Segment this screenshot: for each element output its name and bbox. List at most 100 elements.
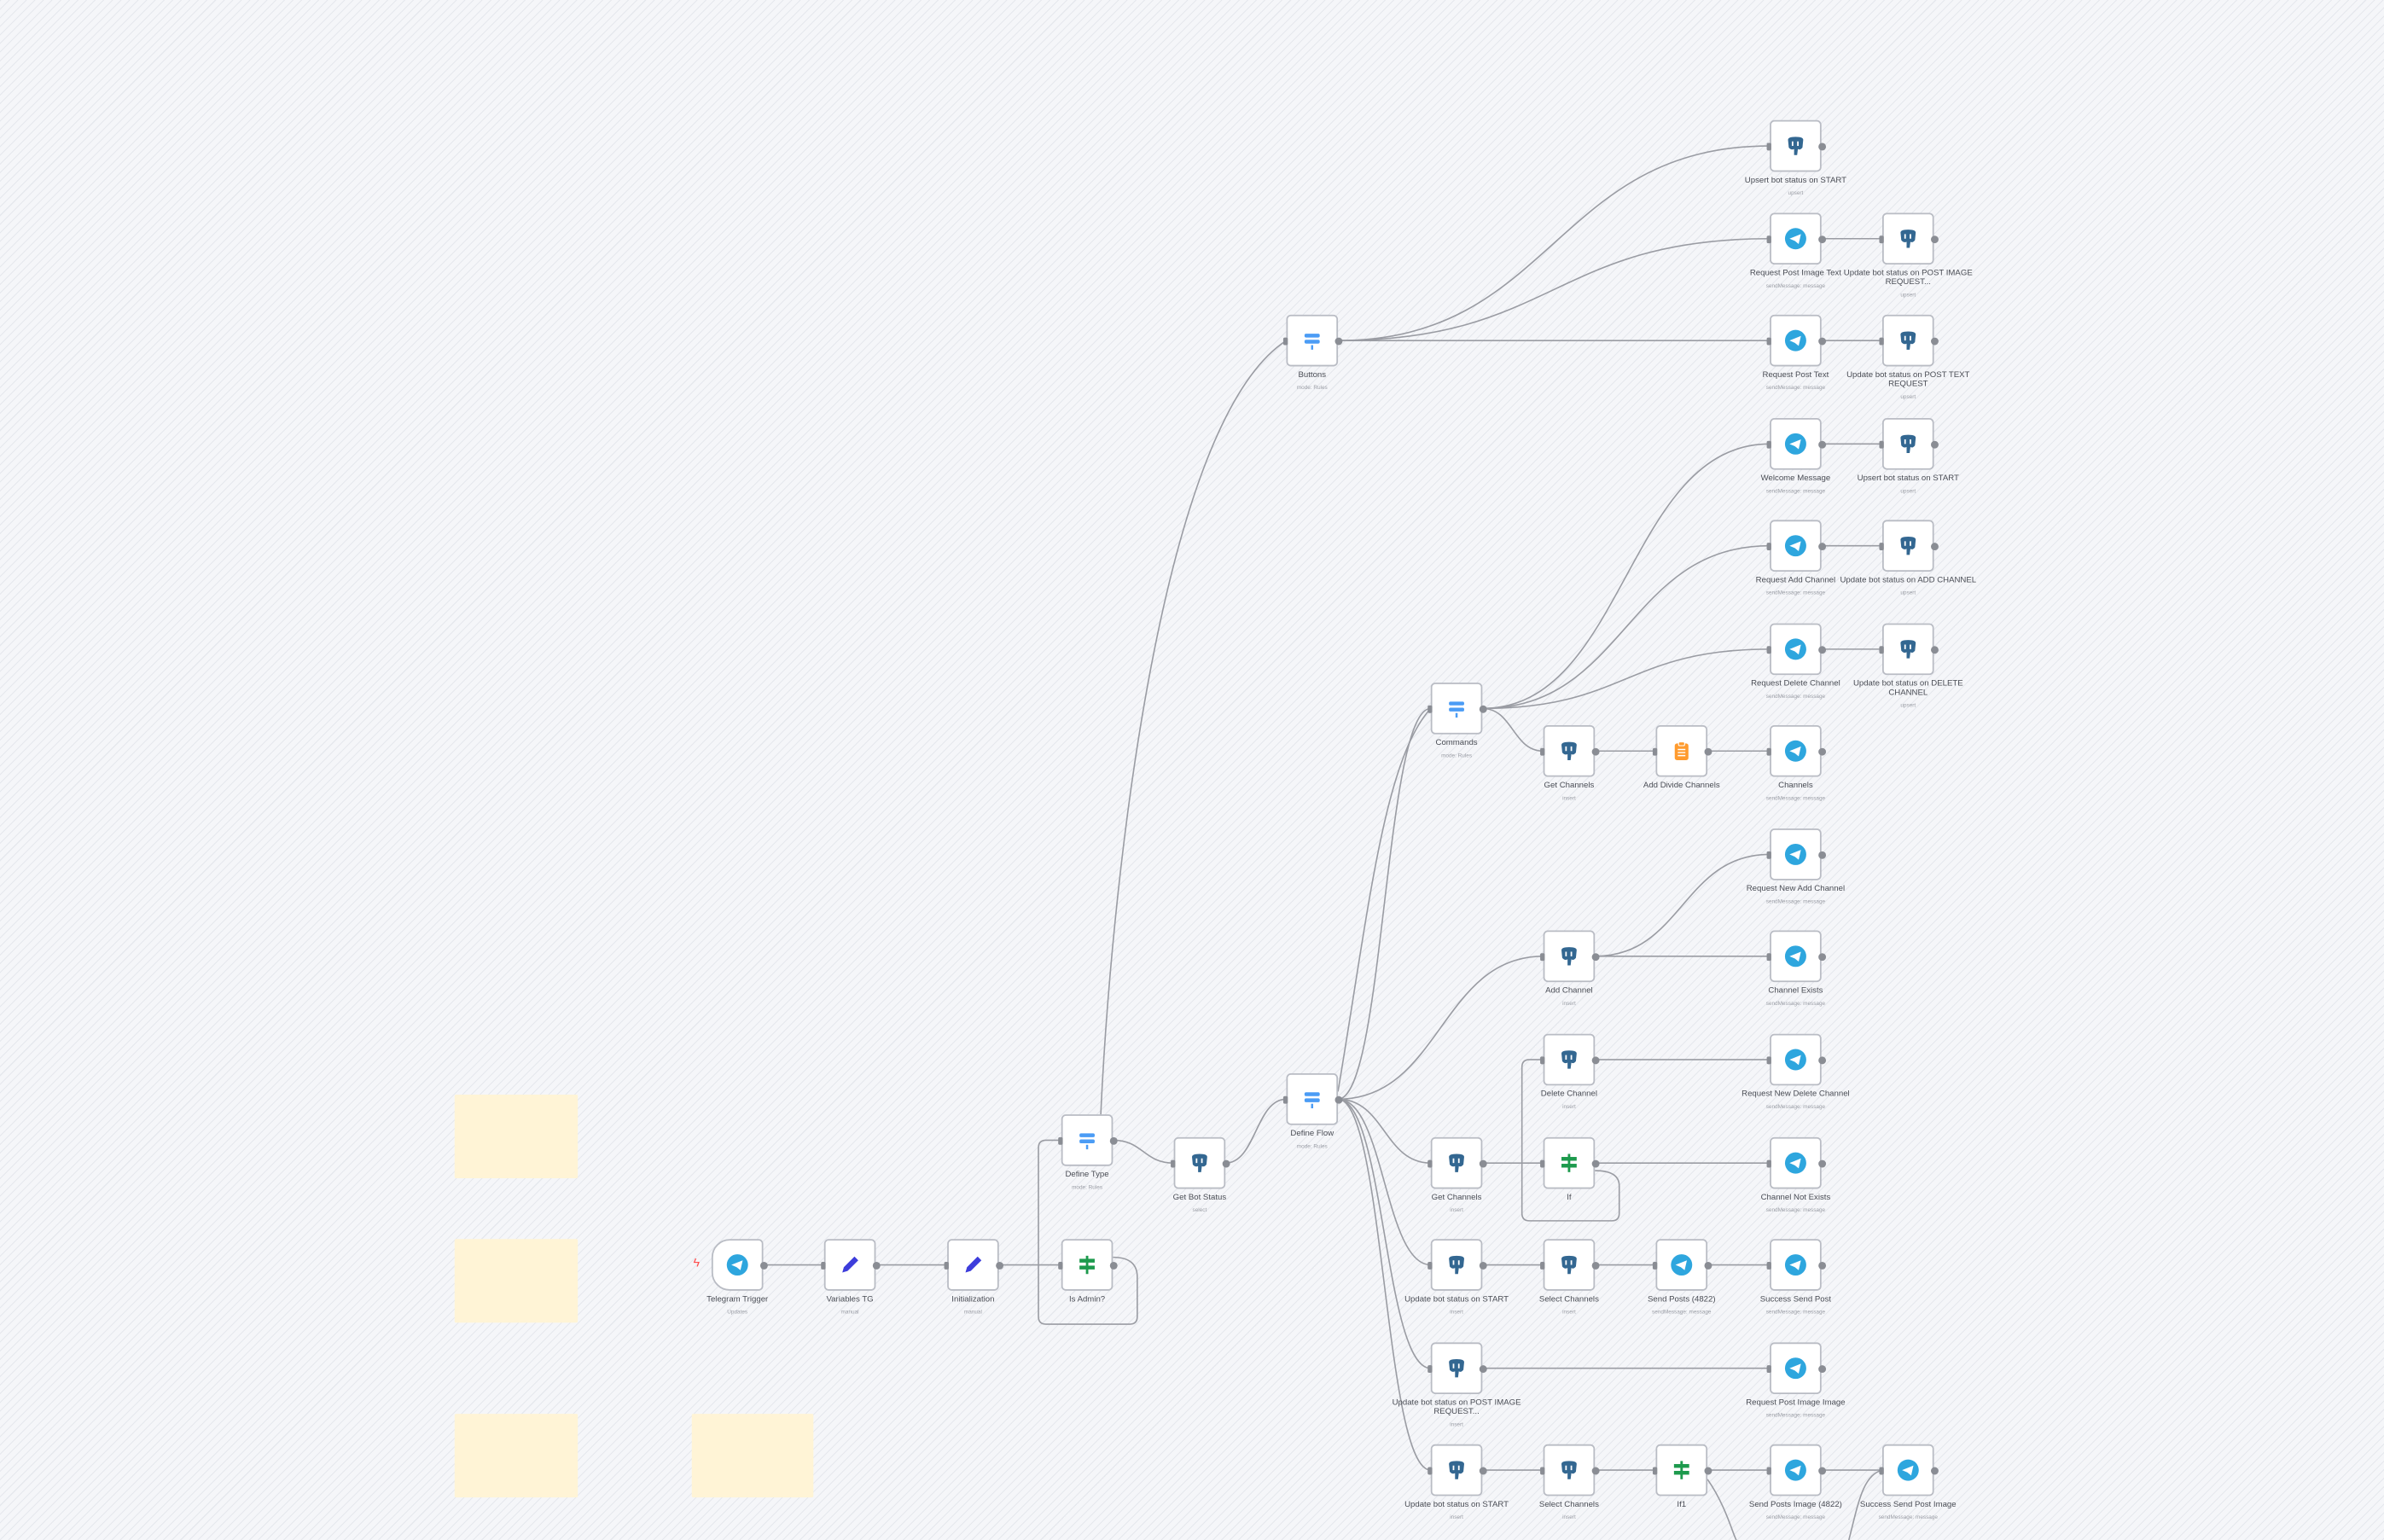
node-buttons[interactable] [1282, 314, 1342, 367]
connection-line[interactable] [1482, 544, 1771, 710]
output-port[interactable] [1590, 1467, 1599, 1475]
input-port[interactable] [1766, 440, 1771, 449]
connection-line[interactable] [1338, 1098, 1431, 1164]
connection-line[interactable] [1225, 1098, 1287, 1164]
node-update-bot-status-on-post-image-request[interactable] [1879, 212, 1939, 265]
node-upsert-bot-status-on-start[interactable] [1766, 119, 1826, 172]
input-port[interactable] [1427, 1159, 1433, 1168]
node-get-bot-status[interactable] [1171, 1136, 1230, 1189]
output-port[interactable] [1817, 1159, 1826, 1168]
output-port[interactable] [1478, 1159, 1486, 1168]
input-port[interactable] [1540, 747, 1545, 756]
connection-line[interactable] [1337, 707, 1432, 1092]
node-send-posts-4822[interactable] [1652, 1239, 1712, 1291]
output-port[interactable] [871, 1261, 880, 1270]
output-port[interactable] [1334, 337, 1342, 346]
input-port[interactable] [1879, 337, 1884, 346]
node-define-type[interactable] [1058, 1114, 1117, 1166]
node-channel-not-exists[interactable] [1766, 1136, 1826, 1189]
input-port[interactable] [1427, 1261, 1433, 1270]
output-port[interactable] [1817, 1467, 1826, 1475]
input-port[interactable] [1540, 1056, 1545, 1065]
connection-line[interactable] [1482, 707, 1544, 753]
output-port[interactable] [995, 1261, 1003, 1270]
output-port[interactable] [1930, 543, 1939, 551]
input-port[interactable] [1879, 543, 1884, 551]
output-port[interactable] [1221, 1159, 1230, 1168]
node-request-delete-channel[interactable] [1766, 623, 1826, 676]
node-success-send-post[interactable] [1766, 1239, 1826, 1291]
input-port[interactable] [1282, 337, 1288, 346]
connection-line[interactable] [1482, 648, 1771, 710]
node-commands[interactable] [1427, 683, 1486, 735]
output-port[interactable] [1703, 747, 1712, 756]
output-port[interactable] [1817, 1261, 1826, 1270]
output-port[interactable] [1590, 1056, 1599, 1065]
output-port[interactable] [1817, 337, 1826, 346]
input-port[interactable] [944, 1261, 949, 1270]
output-port[interactable] [1478, 705, 1486, 713]
connection-line-loop[interactable] [1521, 1059, 1620, 1222]
node-telegram-trigger[interactable] [711, 1239, 767, 1291]
node-request-post-image-image[interactable] [1766, 1342, 1826, 1395]
input-port[interactable] [1171, 1159, 1176, 1168]
node-update-bot-status-on-start[interactable] [1427, 1444, 1486, 1496]
input-port[interactable] [1766, 142, 1771, 151]
input-port[interactable] [1766, 851, 1771, 859]
input-port[interactable] [1540, 953, 1545, 962]
output-port[interactable] [1817, 747, 1826, 756]
node-request-add-channel[interactable] [1766, 520, 1826, 572]
connection-line[interactable] [1338, 145, 1771, 341]
connection-line[interactable] [1707, 1479, 1737, 1540]
node-request-post-text[interactable] [1766, 314, 1826, 367]
connection-line[interactable] [1338, 1098, 1431, 1369]
connection-line[interactable] [1337, 707, 1431, 1101]
output-port[interactable] [1930, 440, 1939, 449]
input-port[interactable] [1766, 1056, 1771, 1065]
output-port[interactable] [1108, 1261, 1117, 1270]
connection-line[interactable] [1338, 1098, 1431, 1266]
output-port[interactable] [1590, 747, 1599, 756]
output-port[interactable] [1817, 646, 1826, 654]
node-channels[interactable] [1766, 724, 1826, 777]
output-port[interactable] [1334, 1095, 1342, 1104]
output-port[interactable] [1817, 235, 1826, 244]
input-port[interactable] [1427, 1467, 1433, 1475]
input-port[interactable] [1652, 1467, 1658, 1475]
node-initialization[interactable] [944, 1239, 1003, 1291]
node-request-new-add-channel[interactable] [1766, 828, 1826, 880]
output-port[interactable] [1817, 440, 1826, 449]
output-port[interactable] [1817, 543, 1826, 551]
output-port[interactable] [1703, 1467, 1712, 1475]
output-port[interactable] [1590, 953, 1599, 962]
connection-line[interactable] [1482, 443, 1771, 710]
node-add-divide-channels[interactable] [1652, 724, 1712, 777]
node-select-channels[interactable] [1540, 1239, 1599, 1291]
connection-line[interactable] [1337, 1098, 1431, 1471]
node-welcome-message[interactable] [1766, 418, 1826, 470]
node-if1[interactable] [1652, 1444, 1712, 1496]
input-port[interactable] [1540, 1261, 1545, 1270]
input-port[interactable] [1879, 440, 1884, 449]
input-port[interactable] [1766, 1159, 1771, 1168]
connection-line[interactable] [1113, 1139, 1174, 1164]
input-port[interactable] [1766, 337, 1771, 346]
output-port[interactable] [1590, 1261, 1599, 1270]
node-update-bot-status-on-delete-channel[interactable] [1879, 623, 1939, 676]
input-port[interactable] [1652, 1261, 1658, 1270]
input-port[interactable] [1766, 1467, 1771, 1475]
node-is-admin[interactable] [1058, 1239, 1117, 1291]
input-port[interactable] [1766, 235, 1771, 244]
node-send-posts-image-4822[interactable] [1766, 1444, 1826, 1496]
input-port[interactable] [1879, 1467, 1884, 1475]
input-port[interactable] [1766, 953, 1771, 962]
input-port[interactable] [1652, 747, 1658, 756]
input-port[interactable] [1540, 1467, 1545, 1475]
node-get-channels[interactable] [1427, 1136, 1486, 1189]
node-update-bot-status-on-start[interactable] [1427, 1239, 1486, 1291]
input-port[interactable] [1766, 747, 1771, 756]
output-port[interactable] [1478, 1261, 1486, 1270]
node-request-new-delete-channel[interactable] [1766, 1033, 1826, 1086]
input-port[interactable] [1058, 1136, 1063, 1145]
